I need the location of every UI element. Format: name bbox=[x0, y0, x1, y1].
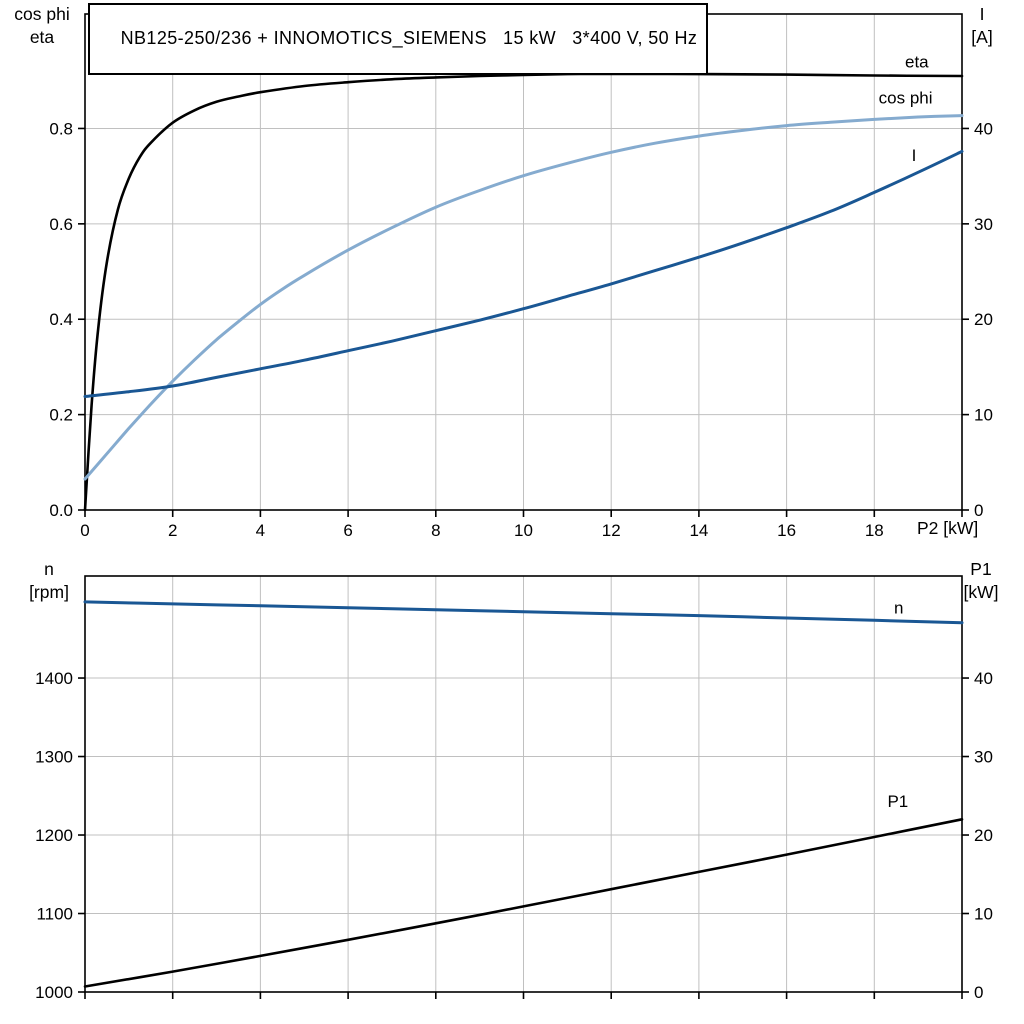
tick-label-bottom: 2 bbox=[168, 521, 177, 540]
tick-label-bottom: 16 bbox=[777, 521, 796, 540]
curve-label-eta: eta bbox=[905, 52, 929, 71]
tick-label-left: 0.6 bbox=[49, 215, 73, 234]
curve-label-cos-phi: cos phi bbox=[879, 89, 933, 108]
curve-label-I: I bbox=[912, 146, 917, 165]
tick-label-right: 30 bbox=[974, 215, 993, 234]
tick-label-right: 40 bbox=[974, 119, 993, 138]
tick-label-right: 10 bbox=[974, 905, 993, 924]
tick-label-left: 0.4 bbox=[49, 310, 73, 329]
motor-bottom-chart: 1000 1100 1200 1300 1400 0 10 20 30 40 n P1 bbox=[35, 575, 993, 1002]
tick-label-bottom: 0 bbox=[80, 521, 89, 540]
tick-label-bottom: 10 bbox=[514, 521, 533, 540]
tick-label-right: 20 bbox=[974, 826, 993, 845]
bottom-left-axis-label: n [rpm] bbox=[16, 558, 82, 604]
motor-top-chart: 0.0 0.2 0.4 0.6 0.8 0 10 20 30 40 0 2 4 6 8 10 12 14 16 18 e… bbox=[49, 13, 993, 540]
tick-label-left: 1100 bbox=[36, 905, 73, 924]
tick-label-right: 10 bbox=[974, 406, 993, 425]
tick-label-left: 1200 bbox=[35, 826, 73, 845]
tick-label-bottom: 8 bbox=[431, 521, 440, 540]
tick-label-bottom: 6 bbox=[343, 521, 352, 540]
tick-label-bottom: 14 bbox=[689, 521, 708, 540]
curve-cos-phi bbox=[83, 114, 964, 481]
chart-title: NB125-250/236 + INNOMOTICS_SIEMENS 15 kW… bbox=[120, 28, 698, 48]
curve-n bbox=[83, 600, 964, 625]
chart-title-box: NB125-250/236 + INNOMOTICS_SIEMENS 15 kW… bbox=[88, 3, 709, 75]
tick-label-right: 0 bbox=[974, 983, 983, 1002]
tick-label-right: 40 bbox=[974, 669, 993, 688]
curve-I bbox=[83, 149, 964, 398]
axis-label-eta: eta bbox=[29, 27, 55, 47]
tick-label-bottom: 12 bbox=[602, 521, 621, 540]
axis-label-cos-phi: cos phi bbox=[14, 4, 70, 24]
axis-label-p1: P1 bbox=[970, 559, 992, 579]
x-axis-label: P2 [kW] bbox=[917, 518, 979, 538]
tick-label-bottom: 18 bbox=[865, 521, 884, 540]
tick-label-left: 0.2 bbox=[49, 406, 73, 425]
curve-P1 bbox=[83, 818, 964, 988]
bottom-right-axis-label: P1 [kW] bbox=[950, 558, 1012, 604]
curve-label-n: n bbox=[894, 599, 903, 618]
tick-label-left: 1400 bbox=[35, 669, 73, 688]
top-right-axis-label: I [A] bbox=[955, 3, 1009, 49]
axis-label-speed: n bbox=[44, 559, 54, 579]
axis-label-speed-unit: [rpm] bbox=[29, 582, 69, 602]
tick-label-right: 30 bbox=[974, 748, 993, 767]
tick-label-left: 1000 bbox=[35, 983, 73, 1002]
tick-label-bottom: 4 bbox=[256, 521, 265, 540]
tick-label-left: 1300 bbox=[35, 748, 73, 767]
top-left-axis-label: cos phi eta bbox=[4, 3, 80, 49]
tick-label-left: 0.0 bbox=[49, 501, 73, 520]
axis-label-current: I bbox=[979, 4, 985, 24]
tick-label-left: 0.8 bbox=[49, 119, 73, 138]
axis-label-p1-unit: [kW] bbox=[963, 582, 999, 602]
tick-label-right: 20 bbox=[974, 310, 993, 329]
curve-label-P1: P1 bbox=[887, 792, 908, 811]
axis-label-current-unit: [A] bbox=[971, 27, 993, 47]
tick-label-right: 0 bbox=[974, 501, 983, 520]
